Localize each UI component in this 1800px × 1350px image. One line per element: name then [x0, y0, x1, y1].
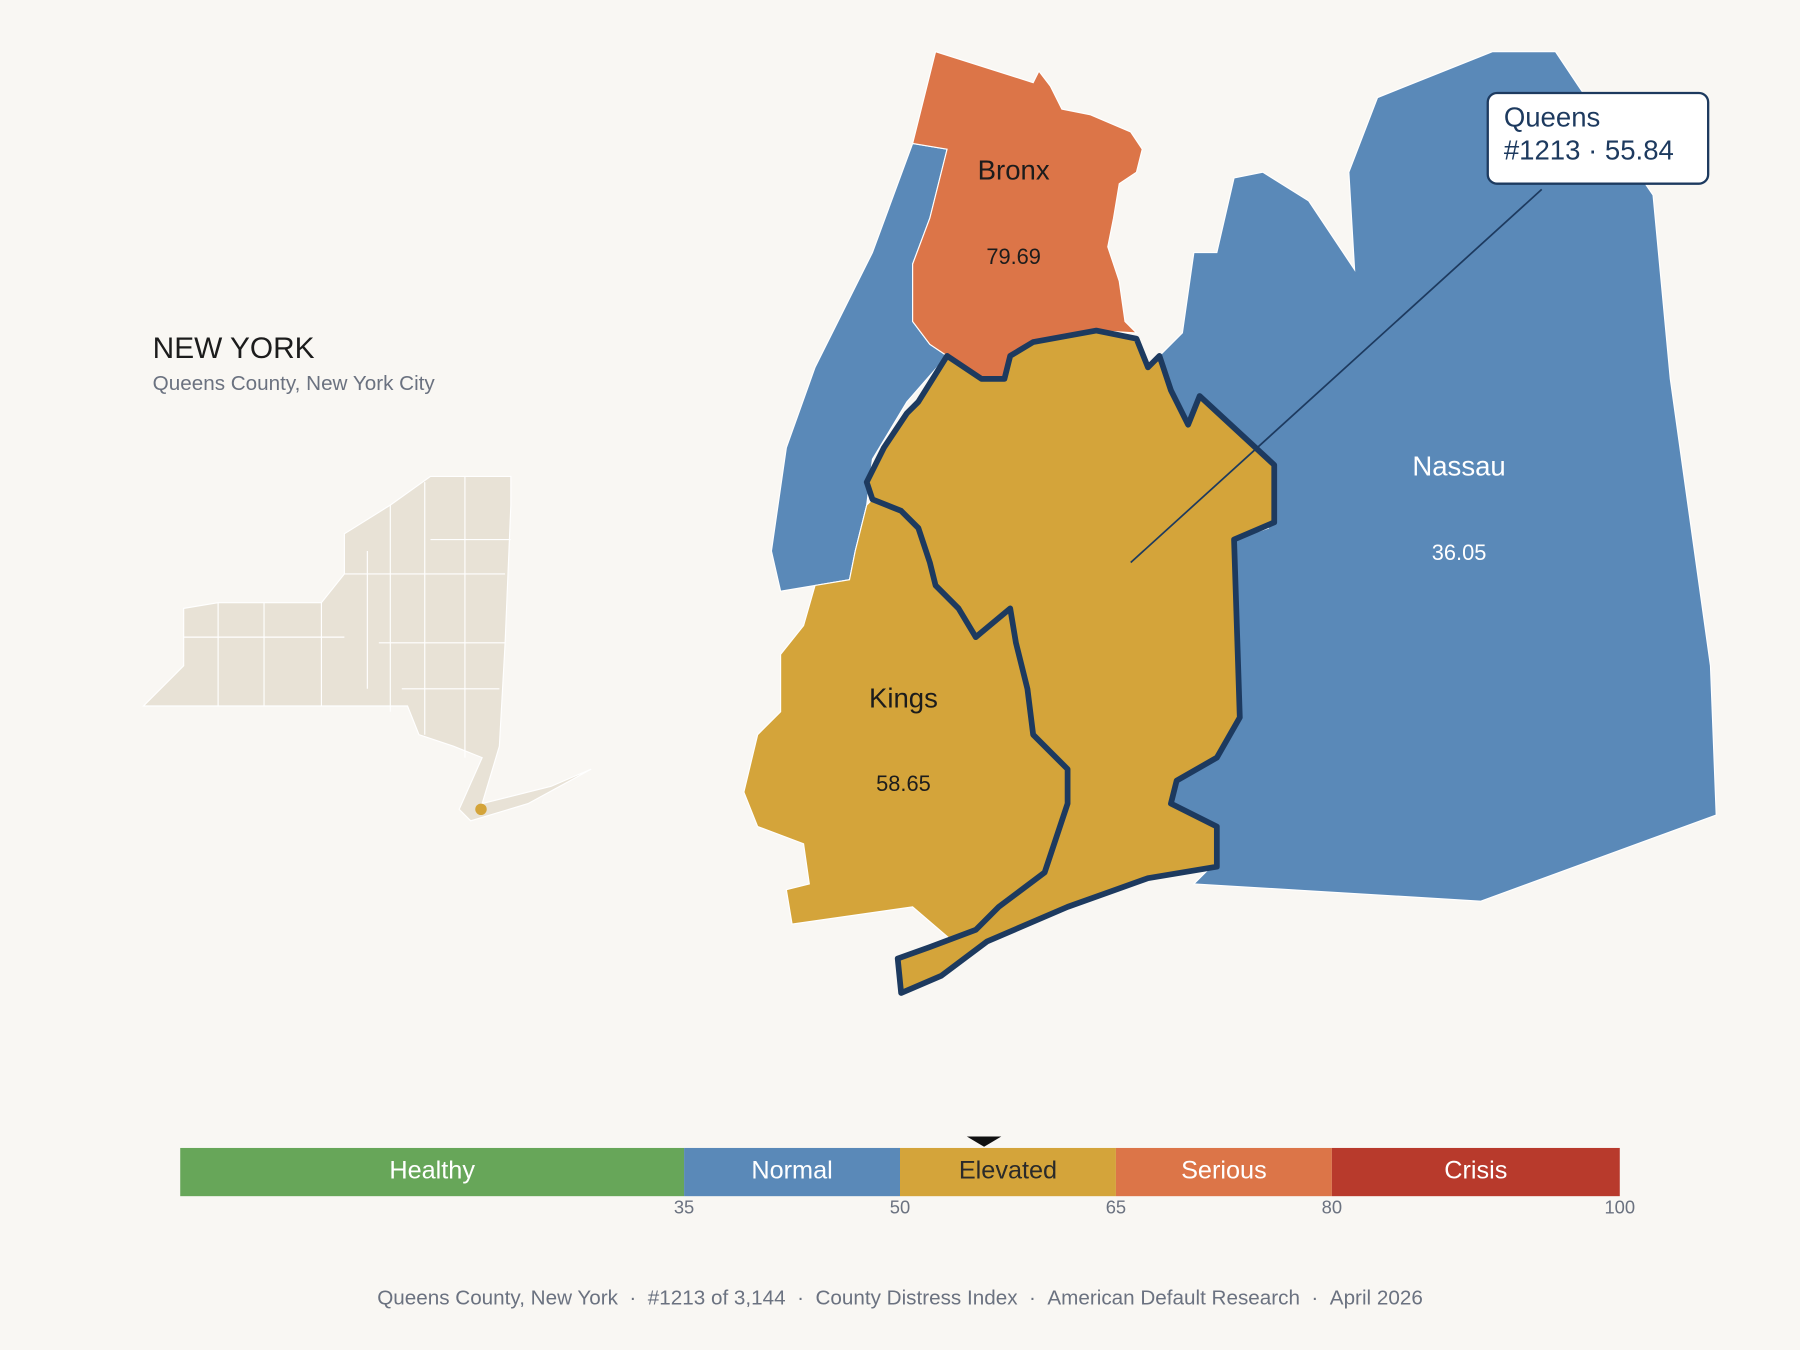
callout-rank: #1213 [1504, 135, 1581, 166]
scale-band [1115, 1147, 1332, 1197]
scale-tick-label: 100 [1604, 1197, 1635, 1218]
scale-band-label: Elevated [959, 1157, 1057, 1185]
scale-tick-label: 50 [890, 1197, 910, 1218]
scale-band [900, 1147, 1116, 1197]
county-shape [911, 50, 1143, 380]
county-value: 79.69 [986, 244, 1041, 269]
footer-item: #1213 of 3,144 [648, 1287, 786, 1310]
footer-separator: · [1018, 1287, 1048, 1310]
scale-marker [966, 1136, 1002, 1147]
callout-name: Queens [1504, 102, 1600, 133]
scale-tick-label: 80 [1322, 1197, 1342, 1218]
selected-county-shape[interactable] [863, 327, 1278, 996]
callout: Queens #1213 · 55.84 [1130, 91, 1710, 564]
footer-item: County Distress Index [815, 1287, 1018, 1310]
scale-band [1331, 1147, 1620, 1197]
scale-band-label: Normal [751, 1157, 832, 1185]
footer-item: Queens County, New York [377, 1287, 618, 1310]
county-value: 36.05 [1432, 540, 1487, 565]
scale-band [684, 1147, 900, 1197]
state-minimap [142, 475, 592, 822]
county-borders [183, 476, 511, 758]
callout-detail: #1213 · 55.84 [1504, 135, 1674, 166]
scale-band-label: Serious [1181, 1157, 1267, 1185]
scale-band [180, 1147, 685, 1197]
state-highlight [475, 803, 487, 816]
callout-box [1486, 91, 1710, 185]
callout-leader [1130, 188, 1543, 564]
county-name: Bronx [978, 154, 1050, 185]
footer-item: April 2026 [1330, 1287, 1423, 1310]
scale-band-label: Healthy [389, 1157, 475, 1185]
callout-value: 55.84 [1605, 135, 1674, 166]
county-value: 58.65 [876, 771, 931, 796]
footer-separator: · [1300, 1287, 1330, 1310]
county-name: Kings [869, 683, 938, 714]
scale-bar: Healthy Normal Elevated Serious Crisis 35 50 65… [180, 1136, 1635, 1218]
scale-band-label: Crisis [1444, 1157, 1507, 1185]
scale-tick-label: 35 [674, 1197, 694, 1218]
footer-item: American Default Research [1047, 1287, 1300, 1310]
footer-separator: · [786, 1287, 816, 1310]
scale-tick-label: 65 [1106, 1197, 1126, 1218]
footer-separator: · [618, 1287, 648, 1310]
county-name: Nassau [1412, 451, 1505, 482]
state-title: NEW YORK [153, 332, 315, 365]
state-subtitle: Queens County, New York City [153, 372, 436, 395]
separator: · [1580, 135, 1604, 166]
county-map: Bronx 79.69 Kings 58.65 Nassau 36.05 [743, 50, 1717, 996]
footer: Queens County, New York · #1213 of 3,144… [377, 1287, 1423, 1310]
